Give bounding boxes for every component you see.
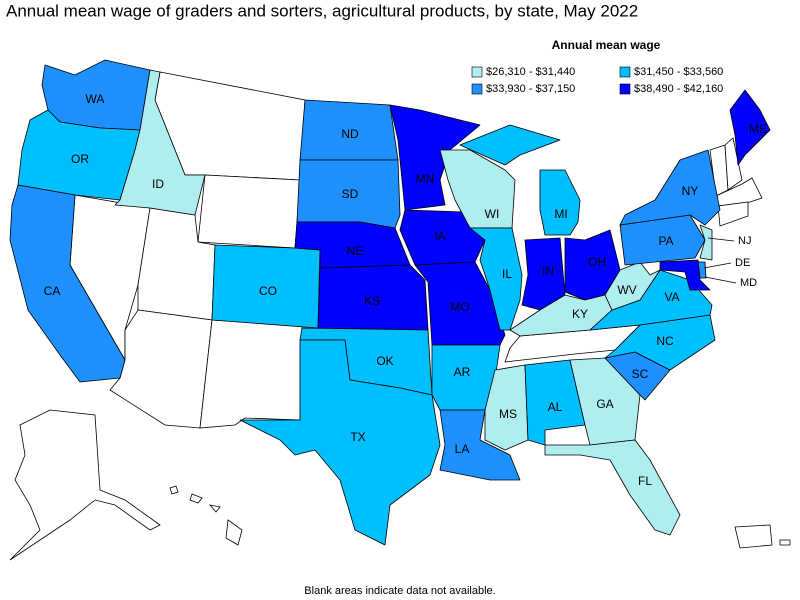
state [604,261,661,311]
state [239,339,441,546]
state-label: CO [259,284,277,298]
legend-label: $31,450 - $33,560 [634,66,723,78]
state-label: PA [658,234,673,248]
legend-swatch [619,83,631,95]
state-no-data [9,409,161,561]
state-label: LA [455,442,470,456]
state-labels: WA OR ID CA CO ND SD NE KS OK TX MN IA MO AR LA WI IL MI IN… [44,92,767,488]
state [389,104,481,211]
state-label: NC [656,334,674,348]
state-no-data [717,201,749,227]
legend-label: $38,490 - $42,160 [634,83,723,95]
state-label: NE [347,244,364,258]
state-label: KS [364,294,380,308]
state-label: AR [454,365,471,379]
state-label: ME [749,122,767,136]
legend-swatch [471,66,483,78]
state-label: CA [44,284,61,298]
state-no-data [724,137,743,191]
state [619,149,721,226]
state-no-data [734,524,791,549]
state [439,409,521,481]
state-label: IL [502,267,512,281]
state [729,89,771,166]
state-label: MN [416,172,435,186]
state [469,227,523,331]
legend-label: $33,930 - $37,150 [486,83,575,95]
state-label: IA [434,229,445,243]
state-label: KY [572,307,588,321]
state-label: MO [450,300,469,314]
states [9,59,771,546]
state [414,261,506,346]
state-label: GA [596,397,613,411]
blank-states [9,71,791,561]
state [604,314,716,371]
state [544,439,681,536]
state-no-data [169,485,243,546]
state [699,224,713,261]
state-label: MD [740,277,757,289]
state-no-data [199,319,303,429]
state-label: WA [86,92,105,106]
state [114,69,206,216]
state-label: MI [554,207,567,221]
legend-swatch [471,83,483,95]
state-label: DE [735,257,750,269]
state-label: WI [485,207,500,221]
state-no-data [197,174,301,249]
state-label: VA [664,290,679,304]
state [459,124,581,236]
state [659,259,711,291]
state-label: SD [342,187,359,201]
leader-line [707,237,735,242]
legend-title: Annual mean wage [552,38,661,52]
state-label: OR [71,152,89,166]
state-label: WV [617,283,636,297]
state-label: ID [152,177,164,191]
state-label: AL [548,400,563,414]
leader-line [704,276,737,284]
legend-swatch [619,66,631,78]
state-label: OK [376,354,393,368]
state-label: MS [499,407,517,421]
footnote: Blank areas indicate data not available. [304,585,495,597]
state [9,184,126,383]
legend-label: $26,310 - $31,440 [486,66,575,78]
leader-line [703,262,732,269]
state-label: IN [542,264,554,278]
state-label: TX [350,430,365,444]
state-label: ND [341,127,359,141]
state-label: NJ [738,235,751,247]
state [317,264,429,331]
state-label: NY [682,184,699,198]
state-label: OH [588,255,606,269]
legend: $26,310 - $31,440 $31,450 - $33,560 $33,93… [471,66,723,95]
state-label: FL [638,474,652,488]
map-title: Annual mean wage of graders and sorters,… [6,1,638,20]
state-label: SC [632,367,649,381]
